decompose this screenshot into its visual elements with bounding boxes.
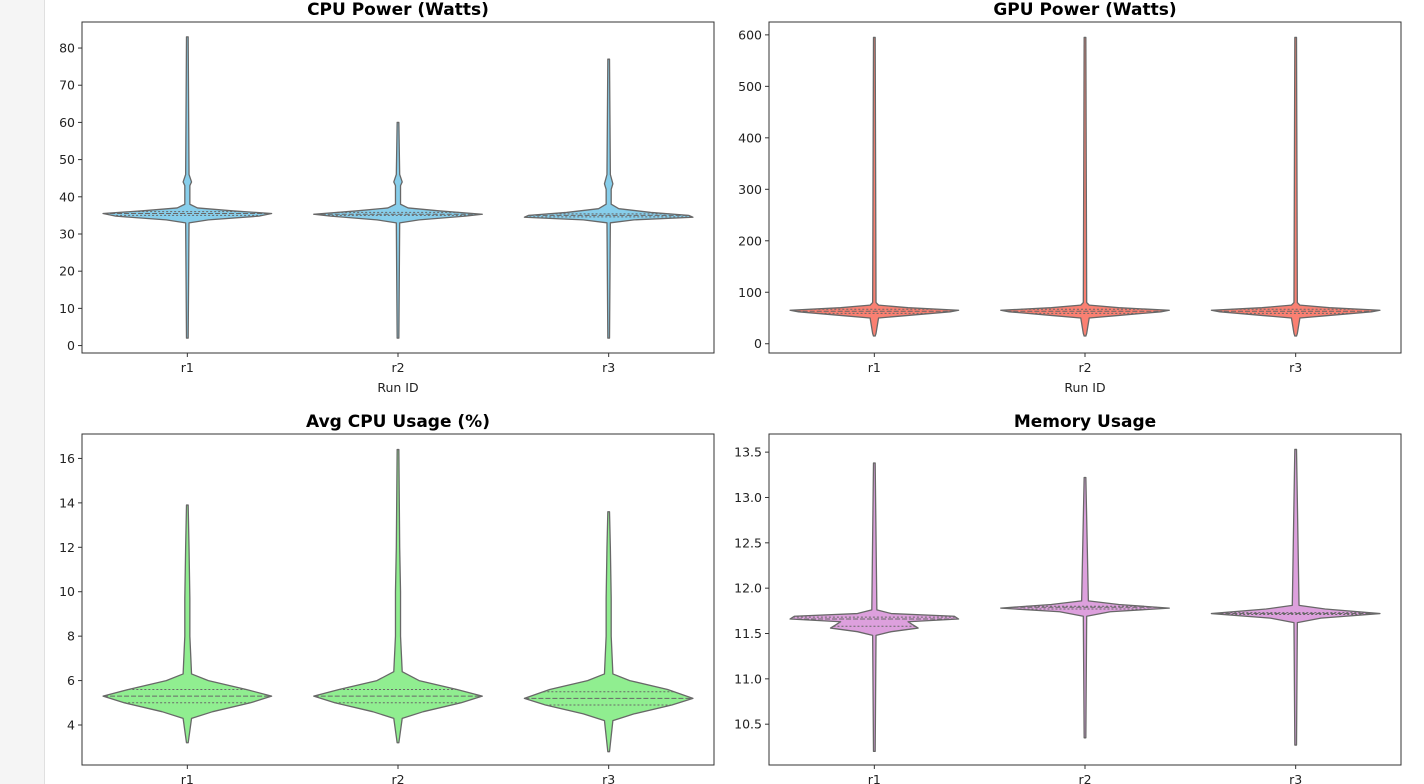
y-tick-label: 300 <box>738 182 762 197</box>
y-tick-label: 600 <box>738 27 762 42</box>
y-tick-label: 70 <box>59 78 75 93</box>
y-tick-label: 0 <box>67 338 75 353</box>
violin-r3 <box>1210 448 1381 746</box>
notebook-gutter <box>0 0 45 784</box>
violin-body <box>313 448 483 744</box>
violin-body <box>1000 36 1170 337</box>
y-tick-label: 14 <box>59 495 75 510</box>
x-tick-label: r1 <box>181 772 194 784</box>
y-tick-label: 60 <box>59 115 75 130</box>
x-tick-label: r1 <box>868 772 881 784</box>
y-tick-label: 12.5 <box>734 535 762 550</box>
y-tick-label: 20 <box>59 264 75 279</box>
violin-r3 <box>523 511 694 753</box>
violin-r1 <box>789 462 960 753</box>
violin-r2 <box>313 121 483 339</box>
violin-body <box>789 462 960 753</box>
y-tick-label: 400 <box>738 130 762 145</box>
x-tick-label: r2 <box>1078 772 1091 784</box>
chart-title: CPU Power (Watts) <box>307 0 489 20</box>
x-tick-label: r3 <box>1289 360 1302 375</box>
violin-r2 <box>313 448 483 744</box>
violin-body <box>789 36 960 337</box>
violin-body <box>523 511 694 753</box>
chart-2: GPU Power (Watts) 0 100 200 300 400 500 600 r1 r2… <box>738 0 1402 395</box>
violin-body <box>313 121 483 339</box>
x-tick-label: r2 <box>1078 360 1091 375</box>
y-tick-label: 12.0 <box>734 581 762 596</box>
violin-body <box>1210 448 1381 746</box>
x-tick-label: r2 <box>391 360 404 375</box>
chart-1: CPU Power (Watts) 0 10 20 30 40 50 60 70 80 r1 r2 r3… <box>59 0 715 395</box>
y-tick-label: 80 <box>59 41 75 56</box>
violin-r3 <box>1210 36 1381 337</box>
chart-title: Memory Usage <box>1014 412 1156 432</box>
y-tick-label: 13.0 <box>734 490 762 505</box>
violin-r3 <box>523 58 694 339</box>
violin-body <box>102 504 273 744</box>
y-tick-label: 30 <box>59 226 75 241</box>
y-tick-label: 12 <box>59 540 75 555</box>
chart-4: Memory Usage 10.5 11.0 11.5 12.0 12.5 13.0 13.5… <box>734 412 1402 784</box>
y-tick-label: 8 <box>67 629 75 644</box>
y-tick-label: 200 <box>738 233 762 248</box>
violin-r1 <box>102 504 273 744</box>
x-axis-label: Run ID <box>1064 380 1105 395</box>
y-tick-label: 10 <box>59 301 75 316</box>
y-tick-label: 4 <box>67 718 75 733</box>
y-tick-label: 100 <box>738 285 762 300</box>
y-tick-label: 13.5 <box>734 445 762 460</box>
y-tick-label: 6 <box>67 673 75 688</box>
x-tick-label: r1 <box>181 360 194 375</box>
x-tick-label: r1 <box>868 360 881 375</box>
x-tick-label: r3 <box>602 772 615 784</box>
violin-r1 <box>789 36 960 337</box>
violin-r2 <box>1000 36 1170 337</box>
chart-title: Avg CPU Usage (%) <box>306 412 490 432</box>
chart-3: Avg CPU Usage (%) 4 6 8 10 12 14 16 r1 r2 r3 <box>59 412 715 784</box>
y-tick-label: 11.5 <box>734 626 762 641</box>
violin-body <box>523 58 694 339</box>
y-tick-label: 16 <box>59 451 75 466</box>
y-tick-label: 10.5 <box>734 717 762 732</box>
violin-body <box>1210 36 1381 337</box>
chart-title: GPU Power (Watts) <box>993 0 1176 20</box>
y-tick-label: 11.0 <box>734 671 762 686</box>
x-tick-label: r3 <box>1289 772 1302 784</box>
violin-body <box>102 36 273 339</box>
x-axis-label: Run ID <box>377 380 418 395</box>
x-tick-label: r2 <box>391 772 404 784</box>
violin-r2 <box>1000 476 1170 739</box>
y-tick-label: 50 <box>59 152 75 167</box>
y-tick-label: 10 <box>59 584 75 599</box>
y-tick-label: 40 <box>59 189 75 204</box>
x-tick-label: r3 <box>602 360 615 375</box>
violin-r1 <box>102 36 273 339</box>
y-tick-label: 500 <box>738 79 762 94</box>
y-tick-label: 0 <box>754 336 762 351</box>
